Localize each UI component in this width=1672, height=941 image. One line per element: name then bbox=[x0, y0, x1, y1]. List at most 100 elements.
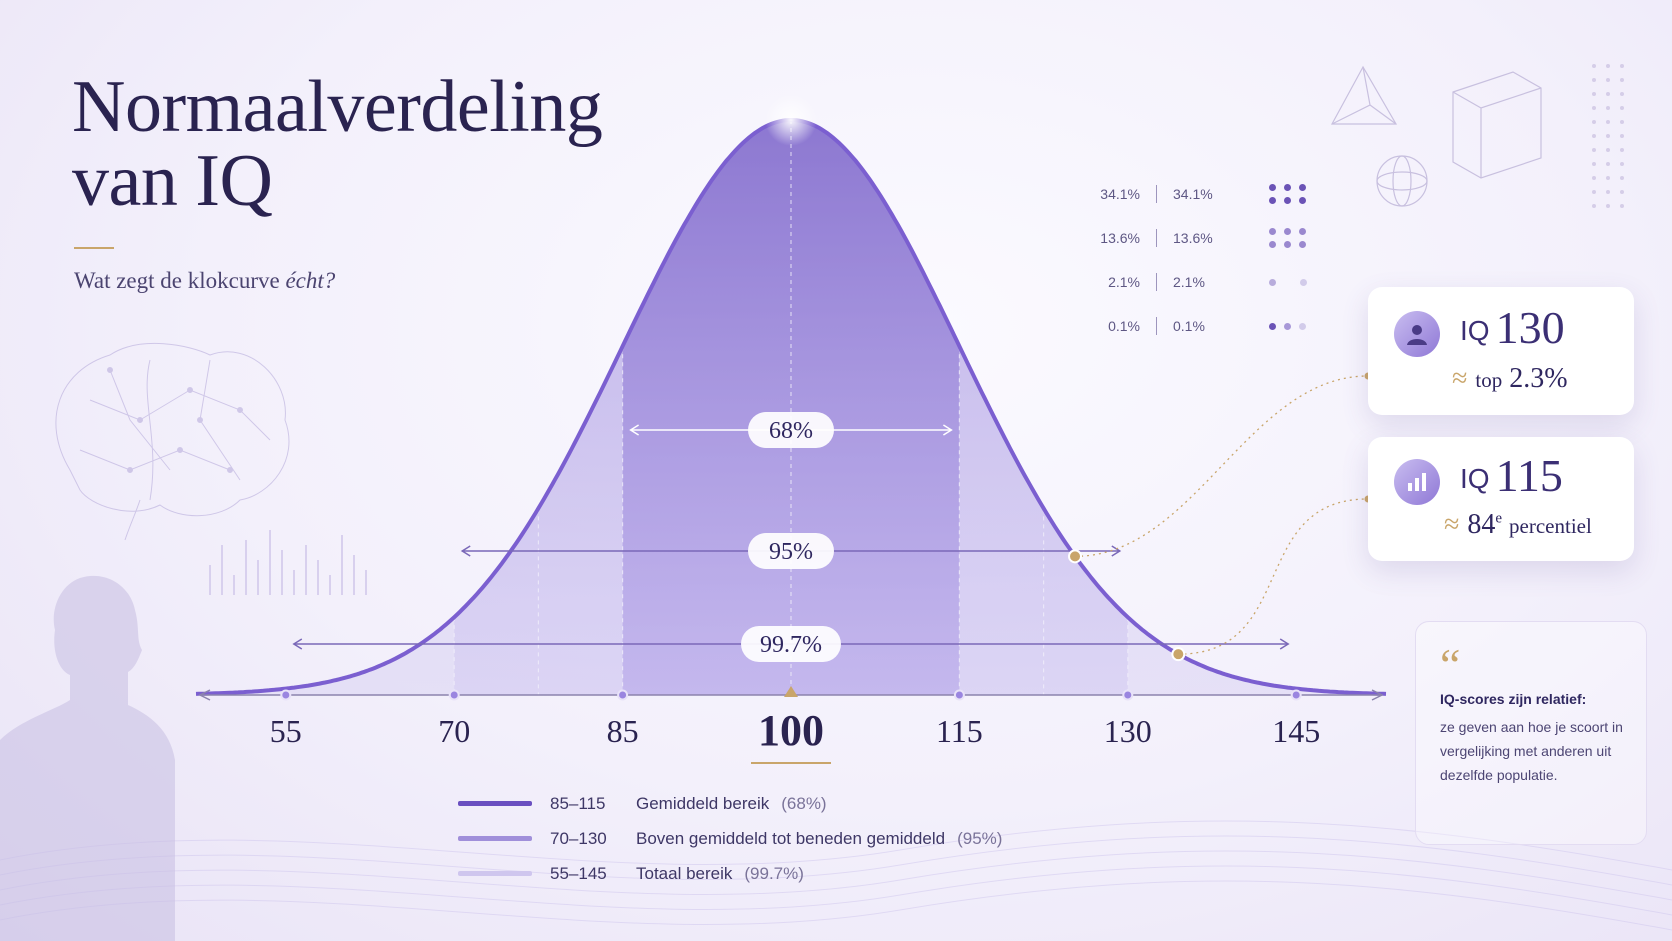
arrow-left-icon bbox=[460, 545, 471, 557]
row-separator bbox=[1156, 185, 1157, 203]
left-percentage: 2.1% bbox=[1108, 274, 1140, 290]
iq-115-percentile-text: ≈84e percentiel bbox=[1444, 509, 1592, 541]
legend-item: 85–115 Gemiddeld bereik (68%) bbox=[458, 786, 1002, 821]
marker-dot-130 bbox=[1068, 549, 1083, 564]
tick-label-100: 100 bbox=[758, 706, 824, 755]
top-value: 2.3% bbox=[1509, 363, 1568, 394]
title-line-1: Normaalverdeling bbox=[72, 66, 603, 148]
arrow-left-icon bbox=[292, 638, 303, 650]
arrow-right-icon bbox=[1111, 545, 1122, 557]
mean-marker-icon bbox=[784, 686, 798, 697]
tick-dot bbox=[617, 689, 629, 701]
background-bars-decoration bbox=[209, 530, 367, 595]
tick-label-70: 70 bbox=[438, 713, 470, 749]
percentage-table: 34.1% 34.1% 13.6% 13.6% 2.1% 2.1% 0.1% 0.1% bbox=[1090, 172, 1323, 348]
left-percentage: 13.6% bbox=[1100, 230, 1140, 246]
percentage-row: 2.1% 2.1% bbox=[1090, 260, 1323, 304]
interval-label-95%: 95% bbox=[769, 539, 813, 565]
left-percentage: 34.1% bbox=[1100, 186, 1140, 202]
iq-prefix: IQ bbox=[1460, 463, 1490, 494]
tick-label-85: 85 bbox=[607, 713, 639, 749]
interval-label-99.7%: 99.7% bbox=[760, 632, 822, 658]
iq-130-label: IQ 130 bbox=[1460, 301, 1565, 354]
right-percentage: 2.1% bbox=[1173, 274, 1205, 290]
dot-indicator-icon bbox=[1269, 278, 1323, 286]
legend-percentage: (95%) bbox=[957, 828, 1003, 848]
dot-grid-decoration bbox=[1592, 64, 1624, 208]
legend-percentage: (99.7%) bbox=[744, 863, 804, 883]
percentile-word: percentiel bbox=[1509, 514, 1592, 538]
card-iq-115: IQ 115 ≈84e percentiel bbox=[1368, 437, 1634, 561]
legend-range: 70–130 bbox=[550, 828, 607, 848]
peak-glow bbox=[765, 94, 817, 146]
axis-arrow-right-icon bbox=[1371, 689, 1384, 701]
percentage-row: 0.1% 0.1% bbox=[1090, 304, 1323, 348]
legend-item: 70–130 Boven gemiddeld tot beneden gemidd… bbox=[458, 821, 1002, 856]
bar-chart-icon bbox=[1394, 459, 1440, 505]
legend-range: 85–115 bbox=[550, 793, 606, 813]
interval-pill bbox=[748, 412, 834, 448]
iq-115-value: 115 bbox=[1495, 450, 1563, 501]
legend: 85–115 Gemiddeld bereik (68%) 70–130 Boven g… bbox=[458, 786, 1002, 891]
right-percentage: 13.6% bbox=[1173, 230, 1213, 246]
dot-indicator-icon bbox=[1269, 184, 1306, 204]
tick-label-145: 145 bbox=[1272, 713, 1320, 749]
iq-115-label: IQ 115 bbox=[1460, 449, 1563, 502]
axis-arrow-left-icon bbox=[198, 689, 211, 701]
tick-dot bbox=[448, 689, 460, 701]
user-icon bbox=[1394, 311, 1440, 357]
arrow-right-icon bbox=[1279, 638, 1290, 650]
connector-115 bbox=[1178, 498, 1369, 655]
row-separator bbox=[1156, 229, 1157, 247]
tick-dot bbox=[953, 689, 965, 701]
legend-description: Totaal bereik bbox=[636, 863, 733, 883]
wave-decoration bbox=[0, 820, 1672, 931]
card-iq-130: IQ 130 ≈ top 2.3% bbox=[1368, 287, 1634, 415]
connector-130 bbox=[1075, 375, 1369, 558]
right-percentage: 34.1% bbox=[1173, 186, 1213, 202]
legend-swatch bbox=[458, 871, 532, 876]
tick-dot bbox=[280, 689, 292, 701]
legend-description: Gemiddeld bereik bbox=[636, 793, 770, 813]
quote-box: “ IQ-scores zijn relatief: ze geven aan … bbox=[1415, 621, 1647, 845]
percentage-row: 34.1% 34.1% bbox=[1090, 172, 1323, 216]
interval-pill bbox=[748, 533, 834, 569]
interval-pill bbox=[741, 626, 841, 662]
subtitle-text: Wat zegt de klokcurve bbox=[74, 268, 286, 293]
legend-percentage: (68%) bbox=[781, 793, 827, 813]
dot-indicator-icon bbox=[1269, 228, 1306, 248]
dot-indicator-icon bbox=[1269, 322, 1306, 330]
percentile-value: 84 bbox=[1467, 509, 1496, 540]
brain-icon bbox=[55, 343, 290, 541]
quote-heading: IQ-scores zijn relatief: bbox=[1440, 691, 1587, 707]
iq-prefix: IQ bbox=[1460, 315, 1490, 346]
subtitle: Wat zegt de klokcurve écht? bbox=[74, 268, 335, 294]
tick-label-115: 115 bbox=[936, 713, 983, 749]
legend-item: 55–145 Totaal bereik (99.7%) bbox=[458, 856, 1002, 891]
tick-label-55: 55 bbox=[270, 713, 302, 749]
tick-dot bbox=[1122, 689, 1134, 701]
tick-label-130: 130 bbox=[1104, 713, 1152, 749]
interval-label-68%: 68% bbox=[769, 418, 813, 444]
marker-dot-115 bbox=[1171, 647, 1186, 662]
left-percentage: 0.1% bbox=[1108, 318, 1140, 334]
geometry-decoration bbox=[1330, 65, 1542, 207]
page-title: Normaalverdeling van IQ bbox=[72, 66, 603, 222]
legend-description: Boven gemiddeld tot beneden gemiddeld bbox=[636, 828, 946, 848]
subtitle-emphasis: écht? bbox=[285, 268, 336, 293]
approx-symbol: ≈ bbox=[1444, 509, 1460, 540]
legend-swatch bbox=[458, 836, 532, 841]
person-silhouette-icon bbox=[0, 575, 175, 941]
percentile-suffix: e bbox=[1495, 510, 1503, 527]
approx-symbol: ≈ bbox=[1452, 363, 1468, 394]
legend-swatch bbox=[458, 801, 532, 806]
iq-130-value: 130 bbox=[1495, 302, 1565, 353]
curve-area bbox=[196, 120, 1386, 695]
legend-range: 55–145 bbox=[550, 863, 607, 883]
tick-dot bbox=[1290, 689, 1302, 701]
quote-body: ze geven aan hoe je scoort in vergelijki… bbox=[1440, 719, 1623, 783]
row-separator bbox=[1156, 317, 1157, 335]
row-separator bbox=[1156, 273, 1157, 291]
title-line-2: van IQ bbox=[72, 140, 273, 222]
